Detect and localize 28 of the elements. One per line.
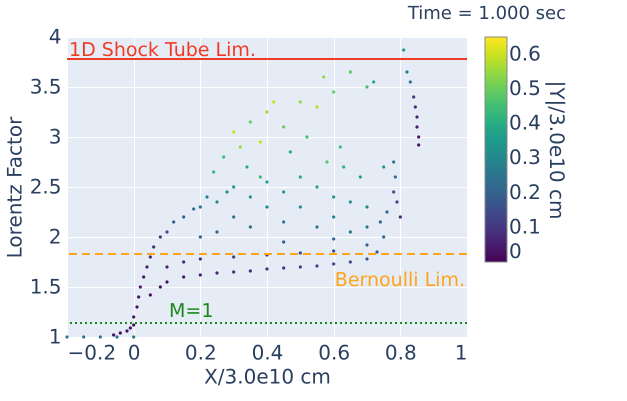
x-tick-label: 0.8 bbox=[384, 340, 417, 364]
color-bar-label: 0.4 bbox=[509, 110, 541, 135]
color-bar-label: 0.1 bbox=[509, 214, 541, 238]
y-axis-title: Lorentz Factor bbox=[2, 116, 27, 258]
y-tick-label: 1.5 bbox=[30, 274, 62, 298]
color-bar-title: |Y|/3.0e10 cm bbox=[545, 80, 569, 220]
color-bar-label: 0.5 bbox=[509, 76, 541, 100]
y-tick-label: 2 bbox=[48, 224, 62, 248]
x-tick-label: 1 bbox=[454, 340, 468, 364]
ref-line-label: 1D Shock Tube Lim. bbox=[69, 39, 256, 61]
x-tick-label: −0.2 bbox=[68, 340, 116, 364]
x-axis-title: X/3.0e10 cm bbox=[204, 364, 331, 388]
x-tick-label: 0 bbox=[128, 340, 141, 364]
y-tick-label: 3.5 bbox=[30, 74, 62, 98]
y-tick-label: 3 bbox=[48, 124, 62, 148]
color-bar-label: 0.6 bbox=[509, 41, 541, 66]
y-tick-label: 2.5 bbox=[30, 174, 62, 198]
color-bar-label: 0.3 bbox=[509, 145, 541, 170]
color-bar-label: 0 bbox=[509, 239, 522, 263]
ref-line-label: M=1 bbox=[169, 300, 214, 322]
x-tick-label: 0.4 bbox=[252, 340, 284, 364]
color-bar-label: 0.2 bbox=[509, 180, 541, 204]
y-tick-label: 4 bbox=[48, 24, 62, 48]
x-tick-label: 0.2 bbox=[184, 340, 217, 364]
x-tick-label: 0.6 bbox=[318, 340, 350, 364]
chart-title: Time = 1.000 sec bbox=[406, 3, 566, 24]
ref-line-label: Bernoulli Lim. bbox=[334, 269, 465, 291]
y-tick-label: 1 bbox=[48, 324, 62, 348]
